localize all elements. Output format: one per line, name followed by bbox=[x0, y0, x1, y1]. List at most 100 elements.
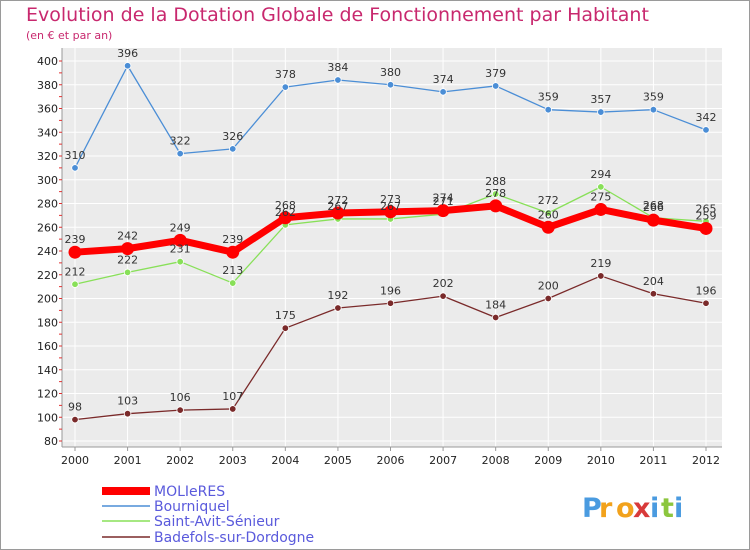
data-point bbox=[334, 304, 342, 312]
data-point bbox=[597, 183, 605, 191]
data-point bbox=[386, 299, 395, 307]
data-label: 200 bbox=[538, 280, 559, 293]
data-label: 268 bbox=[643, 199, 664, 212]
data-label: 271 bbox=[433, 195, 454, 208]
y-tick-label: 280 bbox=[37, 198, 58, 211]
data-label: 357 bbox=[590, 93, 611, 106]
legend-label: Bourniquel bbox=[154, 499, 230, 515]
x-tick-label: 2010 bbox=[587, 454, 615, 467]
data-point bbox=[544, 294, 552, 303]
data-point bbox=[646, 213, 660, 227]
data-point bbox=[594, 202, 608, 216]
data-point bbox=[491, 82, 500, 90]
data-label: 265 bbox=[696, 202, 717, 215]
logo-letter: i bbox=[650, 493, 659, 524]
data-label: 359 bbox=[538, 91, 559, 104]
data-label: 288 bbox=[485, 175, 506, 188]
x-tick-label: 2006 bbox=[377, 454, 405, 467]
data-point bbox=[71, 164, 79, 172]
data-label: 192 bbox=[327, 289, 348, 302]
x-tick-label: 2003 bbox=[219, 454, 247, 467]
data-label: 204 bbox=[643, 275, 664, 288]
data-point bbox=[229, 145, 237, 153]
data-label: 272 bbox=[327, 194, 348, 207]
y-tick-label: 260 bbox=[37, 221, 58, 234]
data-label: 239 bbox=[222, 233, 243, 246]
x-tick-label: 2007 bbox=[429, 454, 457, 467]
data-label: 359 bbox=[643, 91, 664, 104]
data-point bbox=[123, 62, 132, 70]
data-label: 273 bbox=[380, 193, 401, 206]
y-tick-label: 380 bbox=[37, 79, 58, 92]
data-point bbox=[541, 220, 555, 234]
data-point bbox=[544, 209, 552, 217]
data-point bbox=[491, 313, 500, 322]
y-tick-label: 300 bbox=[37, 174, 58, 187]
data-point bbox=[597, 272, 605, 280]
data-point bbox=[229, 279, 237, 287]
series-layer: 310 396 322 326 378 384 380 374 379 359 357 359 342 2… bbox=[65, 47, 717, 424]
x-tick-label: 2008 bbox=[482, 454, 510, 467]
data-label: 196 bbox=[696, 284, 717, 297]
data-point bbox=[176, 149, 184, 158]
data-label: 342 bbox=[696, 111, 717, 124]
data-label: 222 bbox=[117, 253, 138, 266]
series-molieres bbox=[68, 199, 713, 259]
legend-label: Badefols-sur-Dordogne bbox=[154, 530, 314, 546]
data-label: 266 bbox=[643, 201, 664, 214]
data-label: 396 bbox=[117, 47, 138, 60]
data-point bbox=[68, 245, 82, 259]
legend-label: Saint-Avit-Sénieur bbox=[154, 514, 280, 530]
data-label: 259 bbox=[696, 209, 717, 222]
data-label: 103 bbox=[117, 395, 138, 408]
y-tick-label: 80 bbox=[44, 435, 58, 448]
series-badefols-sur-dordogne bbox=[71, 272, 710, 424]
logo-letter: x bbox=[633, 493, 650, 524]
data-label: 378 bbox=[275, 68, 296, 81]
data-point bbox=[384, 205, 397, 219]
logo-letter: t bbox=[661, 493, 674, 524]
x-tick-label: 2012 bbox=[692, 454, 720, 467]
data-label: 106 bbox=[170, 391, 191, 404]
chart-title: Evolution de la Dotation Globale de Fonc… bbox=[26, 4, 649, 26]
x-tick-label: 2004 bbox=[271, 454, 299, 467]
data-label: 267 bbox=[327, 200, 348, 213]
x-tick-label: 2005 bbox=[324, 454, 352, 467]
data-point bbox=[331, 206, 345, 220]
data-point bbox=[176, 257, 184, 266]
data-point bbox=[281, 83, 290, 91]
y-tick-label: 200 bbox=[37, 293, 58, 306]
x-tick-label: 2009 bbox=[534, 454, 562, 467]
data-point bbox=[123, 409, 132, 418]
data-point bbox=[71, 280, 79, 288]
x-tick-label: 2011 bbox=[639, 454, 667, 467]
data-label: 202 bbox=[433, 277, 454, 290]
series-bourniquel bbox=[71, 62, 710, 172]
data-label: 262 bbox=[275, 206, 296, 219]
y-tick-label: 320 bbox=[37, 150, 58, 163]
axes: 80 100 120 140 160 180 200 220 240 260 280 300 320 34… bbox=[37, 48, 722, 467]
proxiti-logo: Pr ox i t i bbox=[582, 493, 683, 524]
data-label: 98 bbox=[68, 401, 82, 414]
y-tick-label: 160 bbox=[37, 340, 58, 353]
data-label: 272 bbox=[538, 194, 559, 207]
data-point bbox=[702, 126, 710, 134]
data-point bbox=[229, 405, 237, 413]
data-label: 212 bbox=[65, 265, 86, 278]
y-tick-label: 180 bbox=[37, 316, 58, 329]
data-point bbox=[71, 415, 79, 424]
chart-subtitle: (en € et par an) bbox=[26, 29, 112, 42]
data-point bbox=[597, 108, 605, 116]
data-point bbox=[544, 105, 552, 114]
data-label: 326 bbox=[222, 130, 243, 143]
y-tick-label: 140 bbox=[37, 364, 58, 377]
data-label: 260 bbox=[538, 208, 559, 221]
y-tick-label: 100 bbox=[37, 411, 58, 424]
logo-letter: o bbox=[616, 493, 635, 524]
data-label: 322 bbox=[170, 135, 191, 148]
data-label: 294 bbox=[590, 168, 611, 181]
data-label: 267 bbox=[380, 200, 401, 213]
data-label: 268 bbox=[275, 199, 296, 212]
legend-label: MOLIeRES bbox=[154, 484, 225, 500]
y-tick-label: 360 bbox=[37, 103, 58, 116]
